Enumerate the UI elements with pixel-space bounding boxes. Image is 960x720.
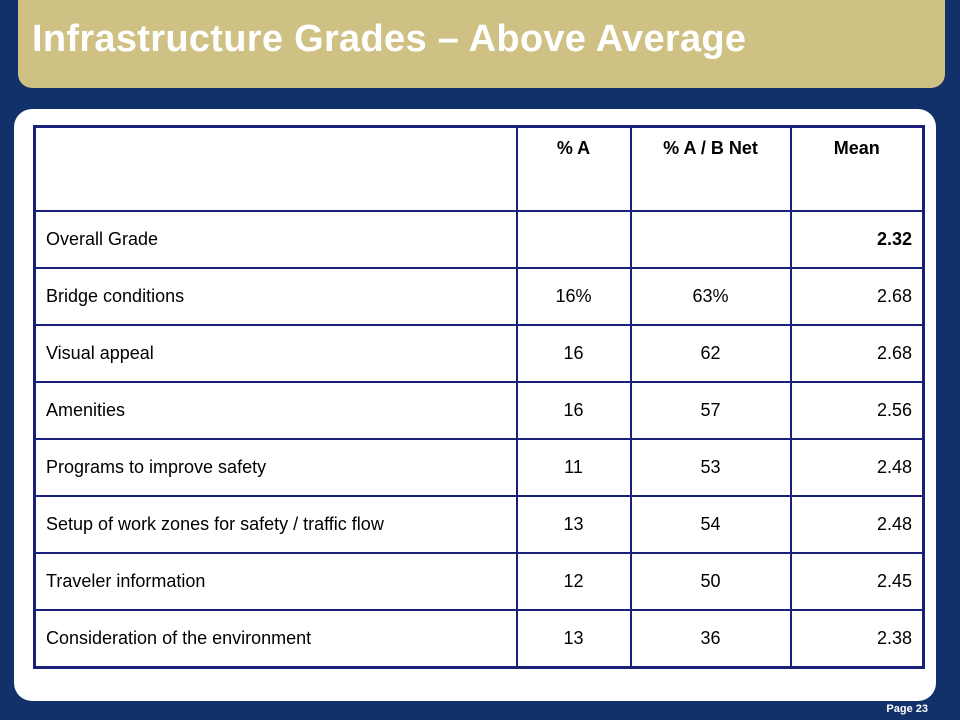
cell-pct-ab [629,210,792,269]
cell-mean: 2.48 [789,495,925,554]
row-label: Traveler information [33,552,518,611]
column-header-mean: Mean [789,125,925,212]
cell-pct-a [515,210,632,269]
cell-pct-a: 13 [515,609,632,669]
cell-pct-a: 16 [515,324,632,383]
grades-table: % A % A / B Net Mean Overall Grade 2.32 … [33,125,925,669]
table-row: Setup of work zones for safety / traffic… [33,495,925,554]
row-label: Bridge conditions [33,267,518,326]
cell-pct-ab: 54 [629,495,792,554]
row-label: Amenities [33,381,518,440]
cell-pct-ab: 36 [629,609,792,669]
column-header-pct-ab-net: % A / B Net [629,125,792,212]
cell-mean: 2.48 [789,438,925,497]
table-row: Bridge conditions 16% 63% 2.68 [33,267,925,326]
cell-pct-ab: 62 [629,324,792,383]
content-panel: % A % A / B Net Mean Overall Grade 2.32 … [14,109,936,701]
cell-pct-ab: 50 [629,552,792,611]
cell-pct-a: 16% [515,267,632,326]
cell-mean: 2.38 [789,609,925,669]
table-row: Overall Grade 2.32 [33,210,925,269]
table-row: Consideration of the environment 13 36 2… [33,609,925,669]
table-row: Visual appeal 16 62 2.68 [33,324,925,383]
cell-pct-ab: 63% [629,267,792,326]
cell-pct-a: 16 [515,381,632,440]
table-header-row: % A % A / B Net Mean [33,125,925,212]
page-title: Infrastructure Grades – Above Average [32,18,747,60]
table-row: Programs to improve safety 11 53 2.48 [33,438,925,497]
column-header-item [33,125,518,212]
column-header-pct-a: % A [515,125,632,212]
row-label: Programs to improve safety [33,438,518,497]
row-label: Overall Grade [33,210,518,269]
cell-pct-a: 13 [515,495,632,554]
page-number: Page 23 [886,703,928,715]
cell-mean: 2.68 [789,324,925,383]
table-row: Amenities 16 57 2.56 [33,381,925,440]
cell-mean: 2.68 [789,267,925,326]
row-label: Setup of work zones for safety / traffic… [33,495,518,554]
table-row: Traveler information 12 50 2.45 [33,552,925,611]
cell-mean: 2.56 [789,381,925,440]
row-label: Consideration of the environment [33,609,518,669]
cell-pct-a: 12 [515,552,632,611]
cell-pct-ab: 53 [629,438,792,497]
cell-pct-a: 11 [515,438,632,497]
row-label: Visual appeal [33,324,518,383]
cell-mean: 2.32 [789,210,925,269]
title-bar [18,0,945,88]
cell-mean: 2.45 [789,552,925,611]
cell-pct-ab: 57 [629,381,792,440]
